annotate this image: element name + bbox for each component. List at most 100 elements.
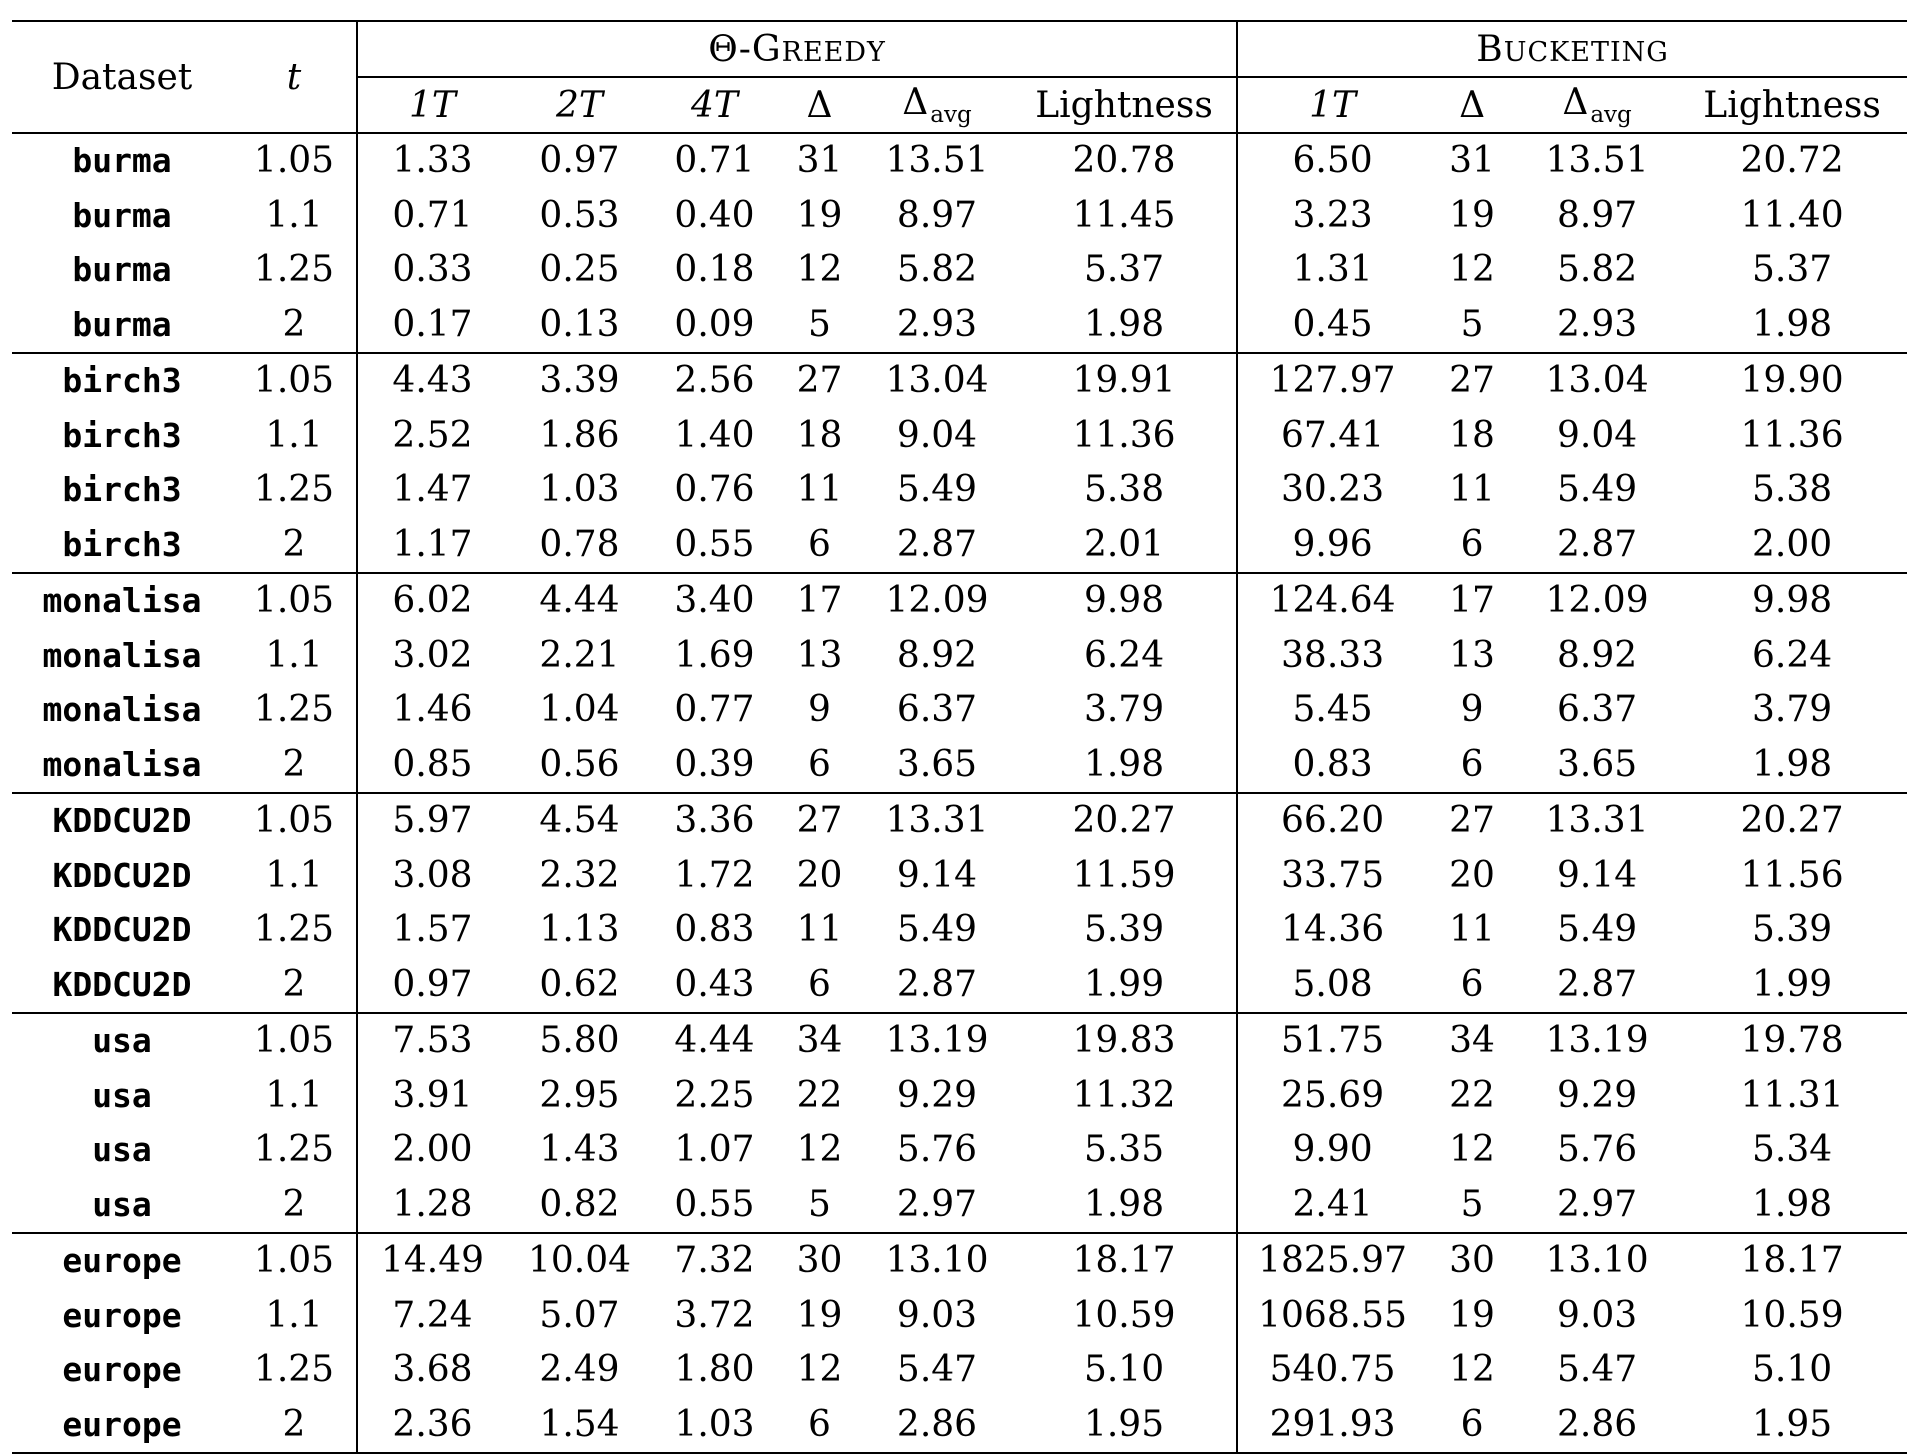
value-cell: 0.17 xyxy=(356,297,507,353)
value-cell: 1.33 xyxy=(356,133,507,189)
t-cell: 1.05 xyxy=(232,572,357,629)
value-cell: 0.82 xyxy=(539,1183,620,1225)
value-cell: 0.76 xyxy=(674,469,755,510)
value-cell: 12 xyxy=(1449,249,1495,290)
value-cell: 6 xyxy=(1460,743,1484,785)
value-cell: 14.49 xyxy=(356,1232,507,1289)
results-table-container: Dataset t Θ-GREEDY BUCKETING 1T 2T 4T Δ … xyxy=(12,20,1908,1454)
t-cell: 1.05 xyxy=(253,140,335,181)
dataset-cell: burma xyxy=(72,141,172,180)
t-cell: 1.25 xyxy=(253,249,335,290)
value-cell: 1.43 xyxy=(539,1129,620,1170)
table-row: europe 1.05 14.49 10.04 7.32 30 13.10 18.17 1825… xyxy=(12,1232,1908,1289)
value-cell: 6 xyxy=(777,1397,862,1454)
value-cell: 5.34 xyxy=(1751,1129,1833,1170)
value-cell: 0.97 xyxy=(356,957,507,1013)
table-row: europe 1.1 7.24 5.07 3.72 19 9.03 10.59 1068.55 1… xyxy=(12,1288,1907,1343)
value-cell: 10.59 xyxy=(1740,1294,1844,1336)
value-cell: 0.85 xyxy=(356,737,507,793)
value-cell: 11 xyxy=(796,909,843,950)
col-greedy-2t: 2T xyxy=(507,77,652,134)
dataset-cell: birch3 xyxy=(62,415,182,455)
table-row: europe 1.25 3.68 2.49 1.80 12 5.47 5.10 540.75 12… xyxy=(12,1343,1907,1398)
value-cell: 1.98 xyxy=(1751,1183,1833,1225)
value-cell: 3.91 xyxy=(356,1068,507,1123)
value-cell: 18.17 xyxy=(1677,1232,1908,1289)
value-cell: 19.90 xyxy=(1677,352,1908,409)
table-row: burma 1.1 0.71 0.53 0.40 19 8.97 11.45 3.23 19 8.9… xyxy=(12,188,1907,243)
t-cell: 1.05 xyxy=(232,1232,357,1289)
value-cell: 2.41 xyxy=(1236,1177,1428,1233)
value-cell: 5.80 xyxy=(507,1012,652,1069)
value-cell: 1.17 xyxy=(356,517,507,573)
value-cell: 3.79 xyxy=(1083,689,1165,730)
value-cell: 2.01 xyxy=(1083,523,1165,565)
value-cell: 291.93 xyxy=(1236,1397,1428,1454)
col-greedy-delta: Δ xyxy=(777,77,862,134)
value-cell: 12.09 xyxy=(1517,572,1678,629)
value-cell: 5.82 xyxy=(896,249,978,290)
value-cell: 9 xyxy=(808,689,831,730)
value-cell: 2.87 xyxy=(896,963,978,1005)
value-cell: 0.77 xyxy=(674,689,755,730)
value-cell: 10.59 xyxy=(1072,1294,1176,1336)
value-cell: 3.65 xyxy=(1556,743,1638,785)
table-row: burma 2 0.17 0.13 0.09 5 2.93 1.98 0.45 5 2.93 1.98 xyxy=(12,297,1907,353)
value-cell: 6 xyxy=(1460,963,1484,1005)
value-cell: 5.49 xyxy=(1556,469,1638,510)
table-row: monalisa 2 0.85 0.56 0.39 6 3.65 1.98 0.83 6 3.65 1… xyxy=(12,737,1907,793)
value-cell: 1.57 xyxy=(356,903,507,958)
value-cell: 5.38 xyxy=(1083,469,1165,510)
value-cell: 1.28 xyxy=(356,1177,507,1233)
value-cell: 6.37 xyxy=(896,689,978,730)
value-cell: 2.95 xyxy=(539,1074,620,1116)
value-cell: 19.83 xyxy=(1012,1012,1238,1069)
t-cell: 2 xyxy=(282,523,306,565)
value-cell: 1.86 xyxy=(539,414,620,456)
value-cell: 13 xyxy=(1449,634,1495,676)
value-cell: 1.98 xyxy=(1751,303,1833,345)
dataset-cell: europe xyxy=(62,1350,182,1389)
col-greedy-1t: 1T xyxy=(356,77,507,134)
value-cell: 11.59 xyxy=(1072,854,1176,896)
group-header-theta-greedy: Θ-GREEDY xyxy=(355,21,1238,78)
dataset-cell: burma xyxy=(72,195,172,235)
value-cell: 0.18 xyxy=(674,249,755,290)
value-cell: 1.98 xyxy=(1083,1183,1165,1225)
value-cell: 1.13 xyxy=(539,909,620,950)
value-cell: 22 xyxy=(1449,1074,1495,1116)
value-cell: 13.19 xyxy=(1517,1012,1678,1069)
value-cell: 0.13 xyxy=(539,303,620,345)
table-row: europe 2 2.36 1.54 1.03 6 2.86 1.95 291.93 6 2.86 1… xyxy=(12,1397,1908,1454)
value-cell: 5 xyxy=(808,1183,831,1225)
value-cell: 2.87 xyxy=(896,523,978,565)
value-cell: 13.19 xyxy=(862,1012,1012,1069)
value-cell: 5.39 xyxy=(1751,909,1833,950)
value-cell: 1825.97 xyxy=(1236,1232,1428,1289)
value-cell: 66.20 xyxy=(1236,792,1428,849)
value-cell: 3.65 xyxy=(896,743,978,785)
t-cell: 1.05 xyxy=(232,1012,357,1069)
value-cell: 1.54 xyxy=(507,1397,652,1454)
value-cell: 8.92 xyxy=(896,634,978,676)
value-cell: 12.09 xyxy=(862,572,1012,629)
value-cell: 0.71 xyxy=(674,140,755,181)
value-cell: 5.35 xyxy=(1083,1129,1165,1170)
t-cell: 2 xyxy=(282,963,306,1005)
value-cell: 5.47 xyxy=(896,1349,978,1390)
t-cell: 2 xyxy=(232,1397,357,1454)
value-cell: 27 xyxy=(777,352,862,409)
col-greedy-4t: 4T xyxy=(652,77,777,134)
dataset-cell: europe xyxy=(62,1295,182,1335)
value-cell: 1.98 xyxy=(1751,743,1833,785)
value-cell: 4.43 xyxy=(356,352,507,409)
value-cell: 3.79 xyxy=(1751,689,1833,730)
value-cell: 6 xyxy=(1427,1397,1518,1454)
value-cell: 3.68 xyxy=(356,1343,507,1398)
dataset-cell: usa xyxy=(12,1012,232,1069)
col-bucketing-lightness: Lightness xyxy=(1677,77,1908,134)
value-cell: 1.07 xyxy=(674,1129,755,1170)
value-cell: 9.03 xyxy=(896,1294,978,1336)
table-row: KDDCU2D 1.05 5.97 4.54 3.36 27 13.31 20.27 66.20… xyxy=(12,792,1908,849)
value-cell: 1.31 xyxy=(1236,243,1428,298)
